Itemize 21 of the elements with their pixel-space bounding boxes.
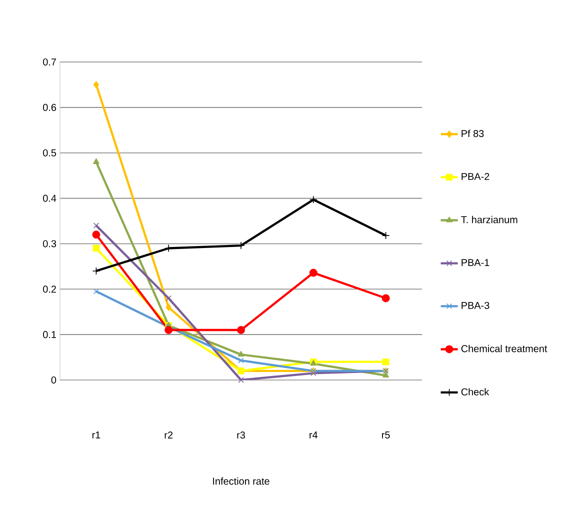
legend-label: Pf 83	[462, 130, 484, 138]
y-tick-label: 0.2	[43, 286, 56, 293]
y-tick-label: 0.3	[43, 240, 56, 248]
x-axis-title: Infection rate	[213, 477, 270, 485]
x-tick-label: r4	[310, 432, 318, 438]
legend-label: Chemical treatment	[461, 344, 548, 352]
y-tick-label: 0.5	[43, 149, 56, 156]
x-tick-label: r1	[92, 432, 100, 438]
legend-label: Check	[461, 388, 490, 396]
legend-label: PBA-1	[462, 259, 490, 266]
legend-label: PBA-2	[462, 172, 490, 180]
y-tick-label: 0	[51, 376, 56, 384]
x-tick-label: r3	[237, 432, 245, 439]
y-tick-label: 0.6	[43, 104, 56, 111]
legend-label: PBA-3	[462, 302, 490, 309]
x-tick-label: r5	[382, 432, 390, 438]
legend-label: T. harzianum	[461, 216, 518, 224]
y-tick-label: 0.1	[43, 331, 56, 338]
y-tick-label: 0.7	[43, 58, 56, 66]
y-tick-label: 0.4	[43, 194, 56, 202]
x-tick-label: r2	[164, 432, 173, 438]
